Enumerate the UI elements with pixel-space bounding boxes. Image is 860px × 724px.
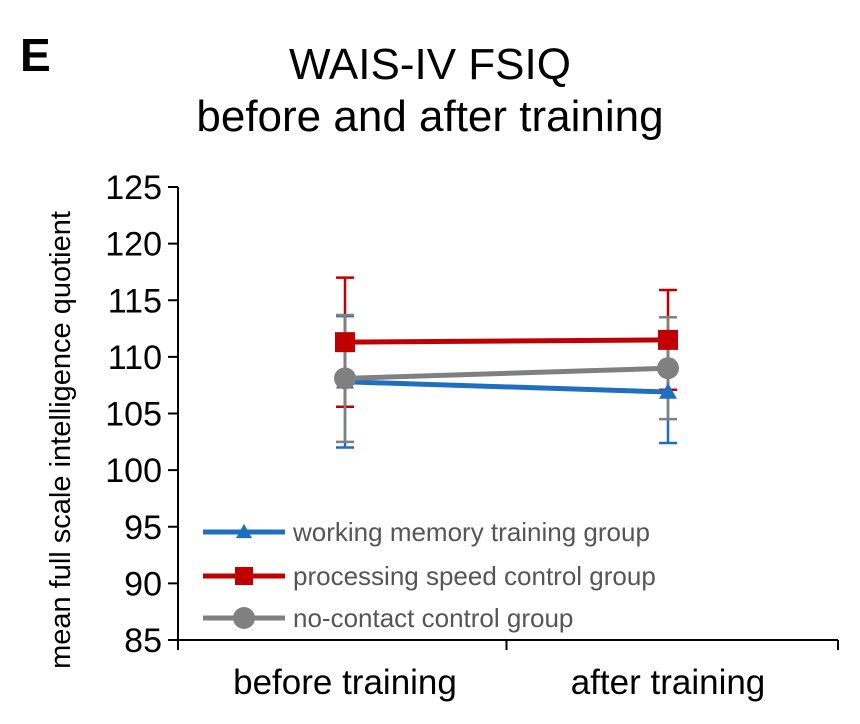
- y-tick-label: 120: [105, 226, 162, 264]
- y-tick-label: 125: [105, 169, 162, 207]
- legend: working memory training group processing …: [203, 517, 656, 633]
- legend-entry-label: no-contact control group: [293, 603, 573, 633]
- data-point: [657, 357, 679, 380]
- legend-entry-label: processing speed control group: [293, 561, 656, 591]
- y-tick-label: 105: [105, 396, 162, 434]
- series-line: [344, 379, 669, 395]
- chart-title-line-2: before and after training: [196, 92, 664, 141]
- y-tick-label: 115: [108, 282, 162, 320]
- y-tick-label: 95: [124, 509, 162, 547]
- y-tick-label: 110: [108, 339, 162, 377]
- legend-swatch-marker: [235, 567, 253, 585]
- data-point: [658, 329, 678, 350]
- y-tick-label: 85: [124, 622, 162, 660]
- series-line: [344, 337, 669, 345]
- panel-label: E: [20, 29, 51, 81]
- data-point: [334, 367, 356, 390]
- y-tick-label: 100: [105, 452, 162, 490]
- data-point: [335, 332, 355, 353]
- legend-swatch-marker: [235, 523, 253, 539]
- series-lines: [344, 337, 669, 395]
- axes: 85 90 95 100 105 110 115 120 125 before training a…: [105, 169, 839, 702]
- data-point: [659, 382, 677, 399]
- y-tick-label: 90: [124, 565, 162, 603]
- y-axis-label: mean full scale intelligence quotient: [45, 211, 77, 669]
- chart-title-line-1: WAIS-IV FSIQ: [289, 40, 571, 89]
- x-category-label: after training: [571, 663, 766, 702]
- legend-entry-label: working memory training group: [292, 517, 650, 547]
- error-bars: [336, 276, 677, 449]
- series-line: [344, 365, 669, 381]
- legend-swatch-marker: [233, 607, 255, 629]
- series-markers: [334, 329, 679, 399]
- x-category-label: before training: [233, 663, 457, 702]
